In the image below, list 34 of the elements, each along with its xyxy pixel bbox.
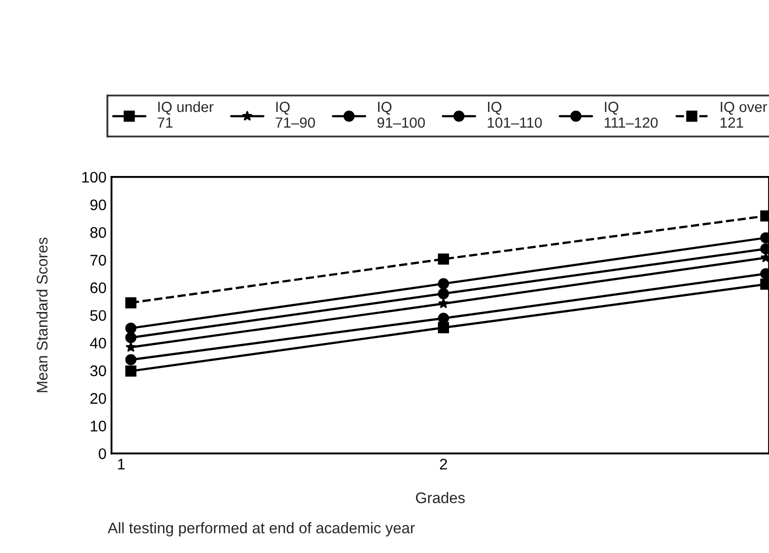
point [125,354,136,366]
legend-label: IQ 71–90 [276,102,315,128]
point [438,298,449,308]
text: All testing performed at end of academic year [108,522,415,536]
y-tick-label: 50 [90,310,106,321]
legend-label: IQ under 71 [158,101,214,128]
y-tick-label: 10 [90,420,106,432]
legend-label: IQ over 121 [720,102,768,128]
y-tick-label: 20 [90,393,106,404]
y-tick-label: 40 [90,338,106,349]
point [125,332,136,344]
y-tick-label: 70 [90,254,106,266]
y-tick-label: 30 [90,365,106,376]
x-tick-label: 2 [440,458,447,470]
legend-label: IQ 91–100 [377,102,425,128]
point [438,322,450,334]
point [438,288,450,300]
y-tick-label: 80 [90,227,106,238]
point [126,342,136,352]
y-tick-label: 90 [90,199,106,210]
point [438,278,450,290]
point [125,322,136,334]
y-tick-label: 0 [98,448,106,460]
x-tick-label: 1 [118,458,125,470]
point [438,254,450,265]
point [438,312,450,324]
y-tick-label: 100 [82,172,106,183]
legend-label: IQ 111–120 [604,102,658,128]
x-axis-title: Grades [416,492,465,504]
y-axis-title: Mean Standard Scores [36,238,48,392]
point [125,297,136,308]
legend-label: IQ 101–110 [488,102,542,128]
y-tick-label: 60 [90,282,106,294]
point [125,366,136,377]
